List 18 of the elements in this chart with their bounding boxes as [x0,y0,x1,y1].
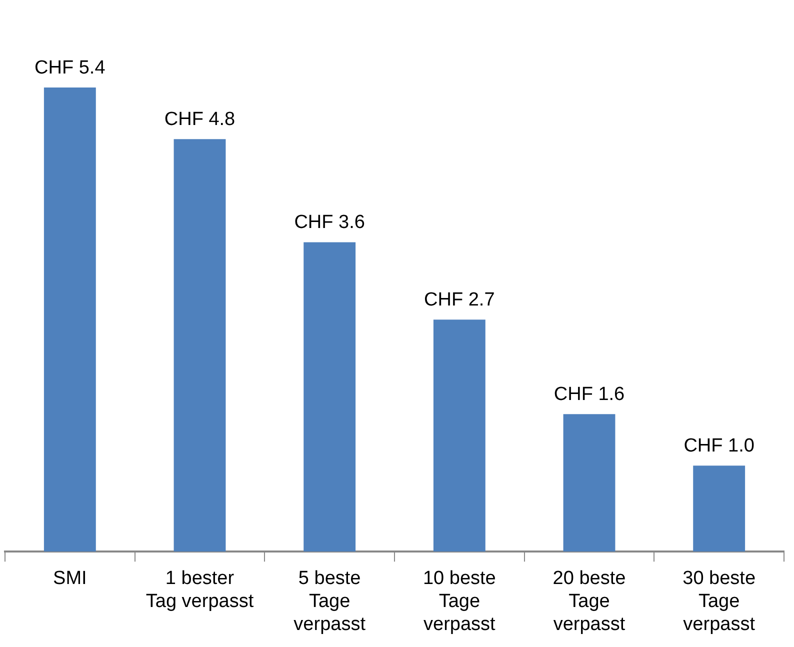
x-tick-label: SMI [53,568,87,590]
data-label: CHF 1.6 [554,384,625,405]
data-label: CHF 3.6 [294,212,365,233]
bar [44,88,96,552]
bar [304,242,356,552]
bar [693,466,746,552]
data-label: CHF 1.0 [684,435,754,456]
data-label: CHF 4.8 [164,108,236,130]
x-tick-label: 10 beste Tage verpasst [422,568,496,635]
x-tick-label: 5 beste Tage verpasst [294,568,366,635]
data-label: CHF 2.7 [424,289,495,310]
x-tick-label: 1 bester Tag verpasst [146,568,254,612]
bar [174,139,226,552]
x-tick-label: 30 beste Tage verpasst [682,568,756,635]
bar [563,414,616,552]
x-tick-label: 20 beste Tage verpasst [552,568,626,635]
bar [433,320,486,552]
data-label: CHF 5.4 [34,57,106,78]
